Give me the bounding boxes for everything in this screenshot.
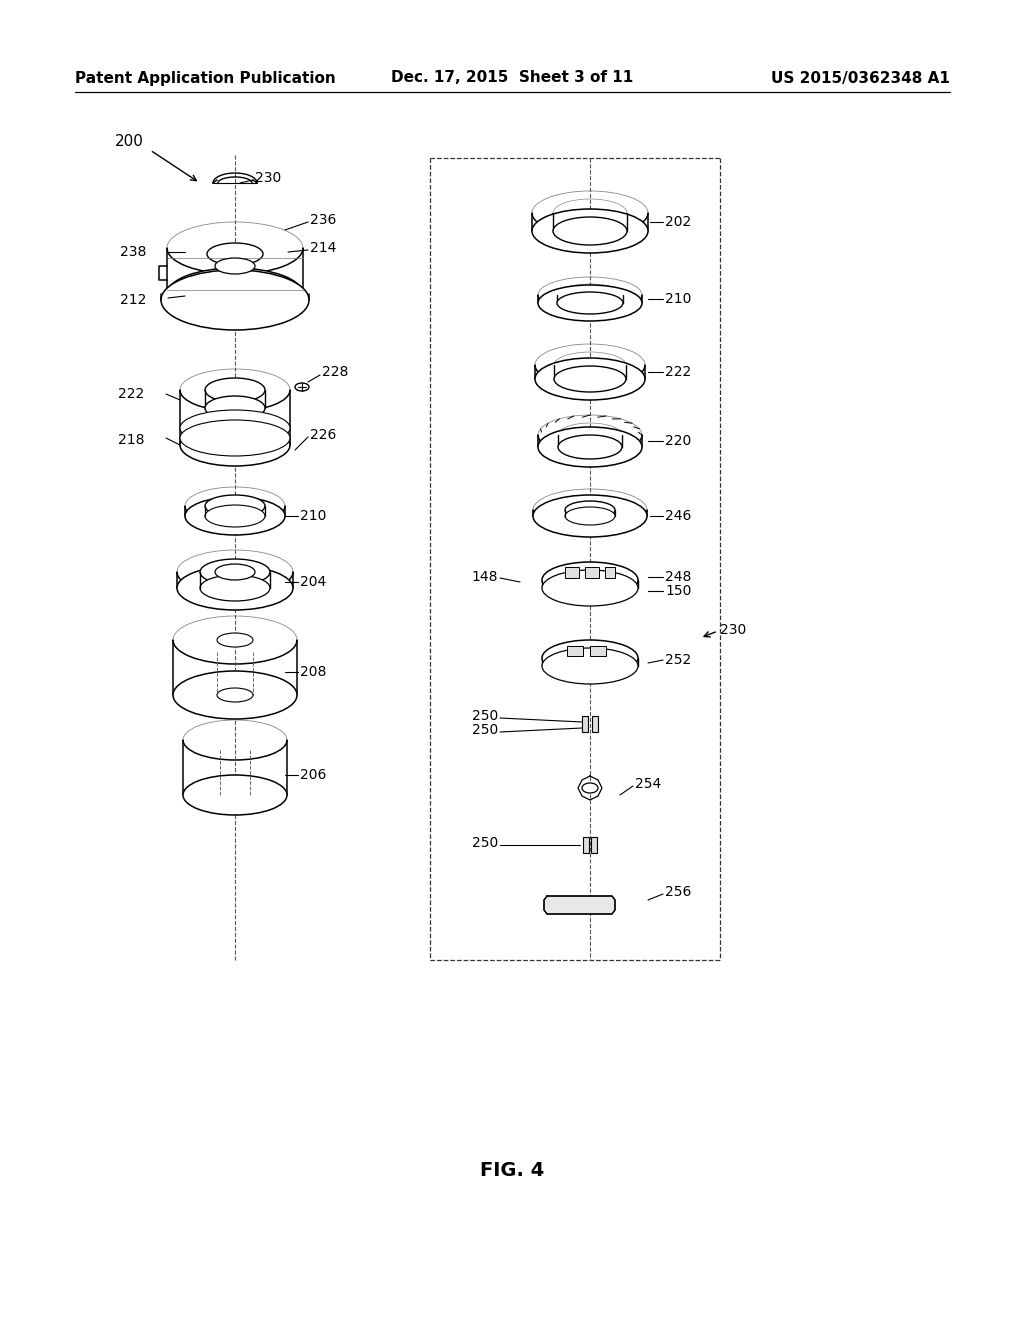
Text: Patent Application Publication: Patent Application Publication [75,70,336,86]
Text: 230: 230 [255,172,282,185]
Text: 220: 220 [665,434,691,447]
Ellipse shape [538,426,642,467]
Ellipse shape [185,498,285,535]
Ellipse shape [535,358,645,400]
Bar [592,715,598,733]
Text: FIG. 4: FIG. 4 [480,1160,544,1180]
Bar [567,645,583,656]
Text: 256: 256 [665,884,691,899]
Ellipse shape [582,783,598,793]
Text: 250: 250 [472,709,498,723]
Ellipse shape [200,576,270,601]
Ellipse shape [183,775,287,814]
Ellipse shape [161,271,309,330]
Ellipse shape [565,502,615,519]
Bar [582,715,588,733]
Text: 204: 204 [300,576,327,589]
Text: 210: 210 [300,510,327,523]
Text: 230: 230 [720,623,746,638]
Ellipse shape [217,688,253,702]
Text: Dec. 17, 2015  Sheet 3 of 11: Dec. 17, 2015 Sheet 3 of 11 [391,70,633,86]
Bar [565,568,579,578]
Ellipse shape [565,507,615,525]
Ellipse shape [215,564,255,579]
Text: 210: 210 [665,292,691,306]
Ellipse shape [177,566,293,610]
Text: 250: 250 [472,723,498,737]
Ellipse shape [180,420,290,455]
Ellipse shape [217,634,253,647]
Text: 252: 252 [665,653,691,667]
Ellipse shape [205,506,265,527]
Text: 206: 206 [300,768,327,781]
Text: 238: 238 [120,246,146,259]
Text: 202: 202 [665,215,691,228]
Ellipse shape [542,648,638,684]
Text: 236: 236 [310,213,336,227]
Text: 246: 246 [665,510,691,523]
Text: 228: 228 [322,366,348,379]
Text: 214: 214 [310,242,336,255]
Ellipse shape [554,366,626,392]
Ellipse shape [532,209,648,253]
Bar [585,568,599,578]
Ellipse shape [542,562,638,598]
Ellipse shape [205,495,265,517]
Ellipse shape [215,257,255,275]
Ellipse shape [173,671,297,719]
Bar [590,645,606,656]
Bar [605,568,615,578]
Text: 150: 150 [665,583,691,598]
Ellipse shape [180,424,290,466]
Ellipse shape [205,378,265,403]
Ellipse shape [534,495,647,537]
Polygon shape [544,896,615,913]
Ellipse shape [538,285,642,321]
Ellipse shape [542,570,638,606]
Ellipse shape [557,292,623,314]
Text: 222: 222 [665,366,691,379]
Text: 226: 226 [310,428,336,442]
Text: 254: 254 [635,777,662,791]
Text: 218: 218 [118,433,144,447]
Text: 222: 222 [118,387,144,401]
Text: 208: 208 [300,665,327,678]
Text: 148: 148 [471,570,498,583]
Bar [583,837,589,853]
Ellipse shape [200,558,270,585]
Ellipse shape [558,436,622,459]
Bar [591,837,597,853]
Text: 200: 200 [115,135,144,149]
Ellipse shape [180,411,290,446]
Ellipse shape [295,383,309,391]
Text: 248: 248 [665,570,691,583]
Text: US 2015/0362348 A1: US 2015/0362348 A1 [771,70,950,86]
Text: 250: 250 [472,836,498,850]
Ellipse shape [207,243,263,265]
Ellipse shape [167,268,303,319]
Ellipse shape [542,640,638,676]
Ellipse shape [553,216,627,246]
Ellipse shape [205,396,265,420]
Text: 212: 212 [120,293,146,308]
